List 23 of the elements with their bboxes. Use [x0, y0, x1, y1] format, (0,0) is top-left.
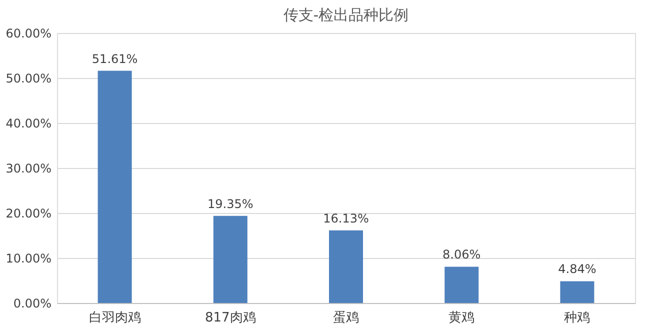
bar [98, 70, 132, 303]
y-tick-label: 30.00% [6, 162, 52, 176]
data-label: 8.06% [442, 248, 481, 262]
chart-title: 传支-检出品种比例 [283, 6, 409, 24]
x-tick-label: 817肉鸡 [204, 310, 256, 326]
data-label: 19.35% [208, 196, 254, 211]
bar [444, 266, 479, 303]
y-tick-label: 50.00% [6, 72, 52, 86]
y-tick-label: 10.00% [6, 252, 52, 266]
x-tick-label: 白羽肉鸡 [88, 310, 141, 326]
x-tick-label: 蛋鸡 [333, 310, 359, 326]
data-label: 51.61% [92, 52, 138, 66]
bar [213, 216, 248, 303]
y-tick-label: 40.00% [6, 116, 52, 130]
y-tick-label: 60.00% [6, 26, 52, 40]
data-label: 16.13% [323, 211, 369, 226]
bar [560, 281, 594, 303]
y-tick-label: 20.00% [6, 206, 52, 220]
bar [329, 230, 363, 303]
x-tick-label: 黄鸡 [448, 310, 475, 326]
x-tick-label: 种鸡 [564, 310, 590, 326]
y-tick-label: 0.00% [13, 296, 52, 310]
data-label: 4.84% [558, 262, 596, 276]
